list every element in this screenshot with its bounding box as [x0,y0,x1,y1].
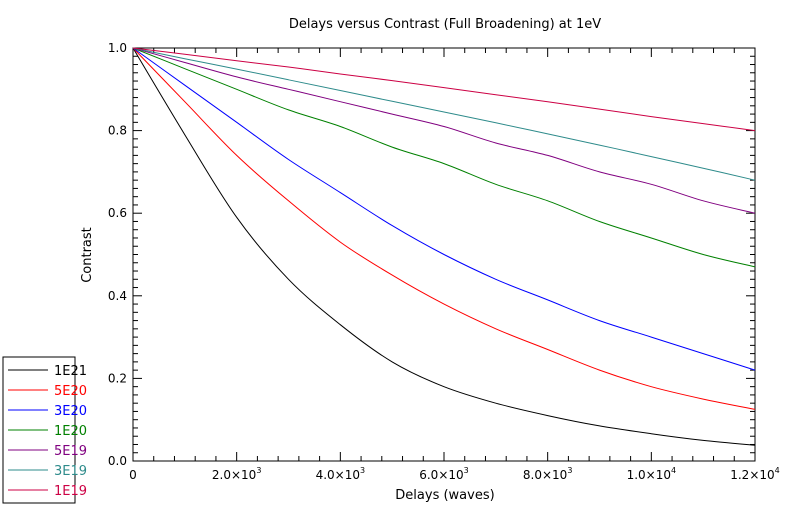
chart-title: Delays versus Contrast (Full Broadening)… [289,17,601,32]
series-line-3E19 [132,47,756,181]
y-tick-label: 0.0 [108,454,127,468]
series-line-1E21 [132,47,756,446]
x-tick-label: 2.0×103 [212,466,262,482]
x-axis-label: Delays (waves) [395,488,494,503]
x-tick-label: 6.0×103 [419,466,469,482]
legend-label: 1E19 [54,484,87,499]
y-tick-label: 1.0 [108,41,127,55]
x-tick-label: 1.2×104 [730,466,780,482]
y-tick-label: 0.6 [108,206,127,220]
legend-label: 3E20 [54,404,87,419]
legend-label: 1E20 [54,424,87,439]
y-tick-label: 0.8 [108,124,127,138]
x-tick-label: 8.0×103 [523,466,573,482]
legend-label: 3E19 [54,464,87,479]
series-line-5E20 [132,47,756,410]
x-tick-label: 0 [129,468,137,482]
x-tick-label: 1.0×104 [627,466,677,482]
plot-area: 0 2.0×103 4.0×103 6.0×103 8.0×103 1.0×104 1.2×… [108,41,780,482]
y-tick-label: 0.4 [108,289,127,303]
y-tick-label: 0.2 [108,371,127,385]
legend-label: 5E20 [54,384,87,399]
series-line-1E20 [132,47,756,268]
legend-label: 5E19 [54,444,87,459]
series-line-1E19 [132,47,756,132]
legend: 1E21 5E20 3E20 1E20 5E19 3E19 1E19 [2,356,87,504]
x-tick-label: 4.0×103 [316,466,366,482]
y-axis-label: Contrast [80,227,95,283]
series-line-3E20 [132,47,756,371]
series-line-5E19 [132,47,756,214]
legend-label: 1E21 [54,364,87,379]
